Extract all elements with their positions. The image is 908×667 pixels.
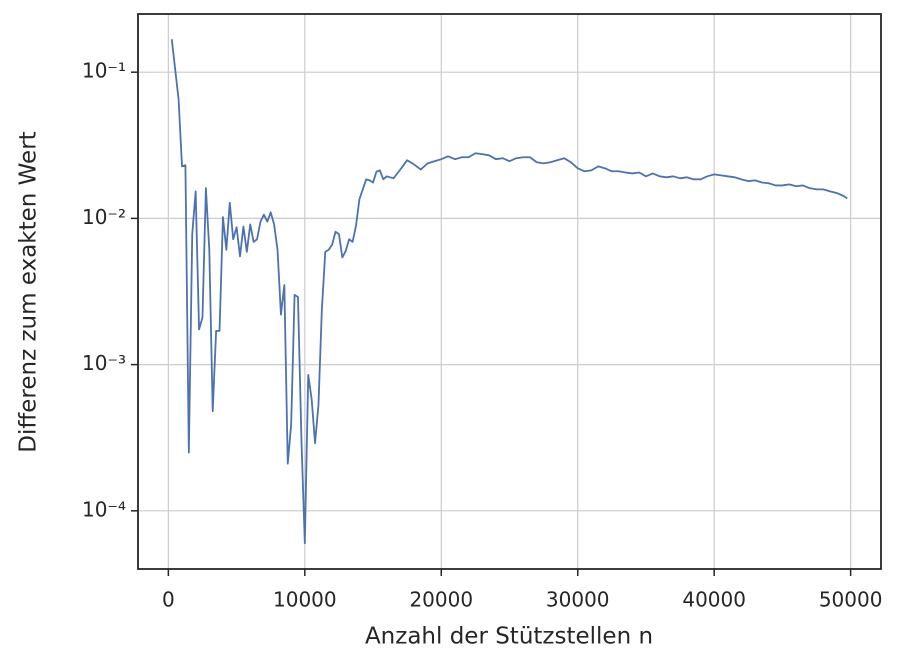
x-tick-label: 20000 [409,588,473,612]
plot-frame [137,13,882,570]
x-axis-label: Anzahl der Stützstellen n [365,624,653,650]
y-tick-label: 10⁻¹ [82,59,126,83]
x-tick-label: 40000 [682,588,746,612]
x-tick-label: 0 [162,588,175,612]
y-axis-label: Differenz zum exakten Wert [16,131,42,452]
y-tick-label: 10⁻³ [82,351,126,375]
y-tick-label: 10⁻⁴ [82,497,126,521]
x-tick-label: 50000 [819,588,883,612]
x-tick-label: 10000 [273,588,337,612]
data-line [170,39,848,545]
x-tick-label: 30000 [546,588,610,612]
y-tick-label: 10⁻² [82,205,126,229]
